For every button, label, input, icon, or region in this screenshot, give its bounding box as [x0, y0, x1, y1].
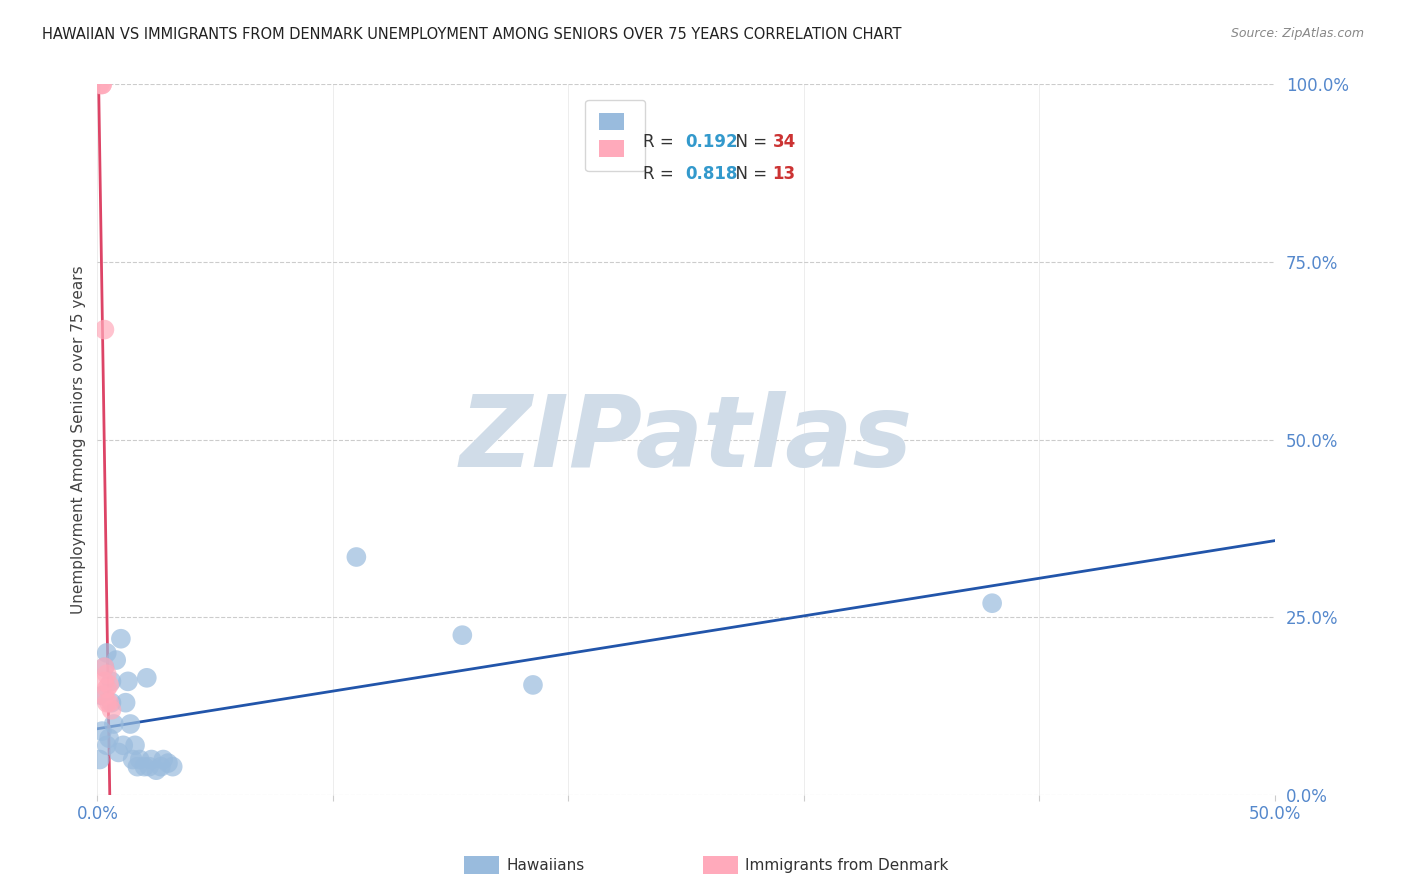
- Point: [124, 739, 146, 753]
- Point: [93, 323, 115, 337]
- Text: 0.818: 0.818: [685, 165, 738, 184]
- Point: [103, 717, 125, 731]
- Text: 0.192: 0.192: [685, 133, 738, 151]
- Point: [93, 660, 115, 674]
- Point: [134, 759, 156, 773]
- Point: [93, 660, 115, 674]
- Y-axis label: Unemployment Among Seniors over 75 years: Unemployment Among Seniors over 75 years: [72, 266, 86, 614]
- Point: [135, 671, 157, 685]
- Point: [96, 681, 118, 696]
- Point: [93, 674, 115, 689]
- Point: [100, 696, 122, 710]
- Point: [145, 763, 167, 777]
- Text: 34: 34: [772, 133, 796, 151]
- Point: [98, 678, 121, 692]
- Text: N =: N =: [724, 165, 772, 184]
- Point: [120, 717, 142, 731]
- Text: N =: N =: [724, 133, 772, 151]
- Point: [149, 759, 172, 773]
- Point: [522, 678, 544, 692]
- Point: [96, 696, 118, 710]
- Point: [117, 674, 139, 689]
- Point: [91, 78, 114, 92]
- Point: [96, 667, 118, 681]
- Point: [96, 646, 118, 660]
- Point: [105, 653, 128, 667]
- Point: [93, 689, 115, 703]
- Point: [981, 596, 1004, 610]
- Text: ZIPatlas: ZIPatlas: [460, 392, 912, 488]
- Point: [152, 752, 174, 766]
- Point: [156, 756, 179, 770]
- Point: [162, 759, 184, 773]
- Point: [451, 628, 474, 642]
- Point: [91, 689, 114, 703]
- Point: [100, 674, 122, 689]
- Point: [344, 549, 367, 564]
- Point: [110, 632, 132, 646]
- Point: [96, 739, 118, 753]
- Point: [141, 752, 163, 766]
- Legend: , : ,: [585, 100, 645, 171]
- Point: [100, 703, 122, 717]
- Text: R =: R =: [643, 165, 679, 184]
- Point: [89, 78, 111, 92]
- Point: [107, 746, 129, 760]
- Point: [98, 731, 121, 746]
- Point: [128, 752, 150, 766]
- Point: [89, 752, 111, 766]
- Point: [91, 724, 114, 739]
- Text: 13: 13: [772, 165, 796, 184]
- Text: R =: R =: [643, 133, 679, 151]
- Text: Source: ZipAtlas.com: Source: ZipAtlas.com: [1230, 27, 1364, 40]
- Point: [112, 739, 135, 753]
- Point: [98, 696, 121, 710]
- Point: [138, 759, 160, 773]
- Point: [91, 78, 114, 92]
- Text: Hawaiians: Hawaiians: [506, 858, 585, 872]
- Text: HAWAIIAN VS IMMIGRANTS FROM DENMARK UNEMPLOYMENT AMONG SENIORS OVER 75 YEARS COR: HAWAIIAN VS IMMIGRANTS FROM DENMARK UNEM…: [42, 27, 901, 42]
- Point: [121, 752, 143, 766]
- Point: [127, 759, 149, 773]
- Text: Immigrants from Denmark: Immigrants from Denmark: [745, 858, 949, 872]
- Point: [114, 696, 136, 710]
